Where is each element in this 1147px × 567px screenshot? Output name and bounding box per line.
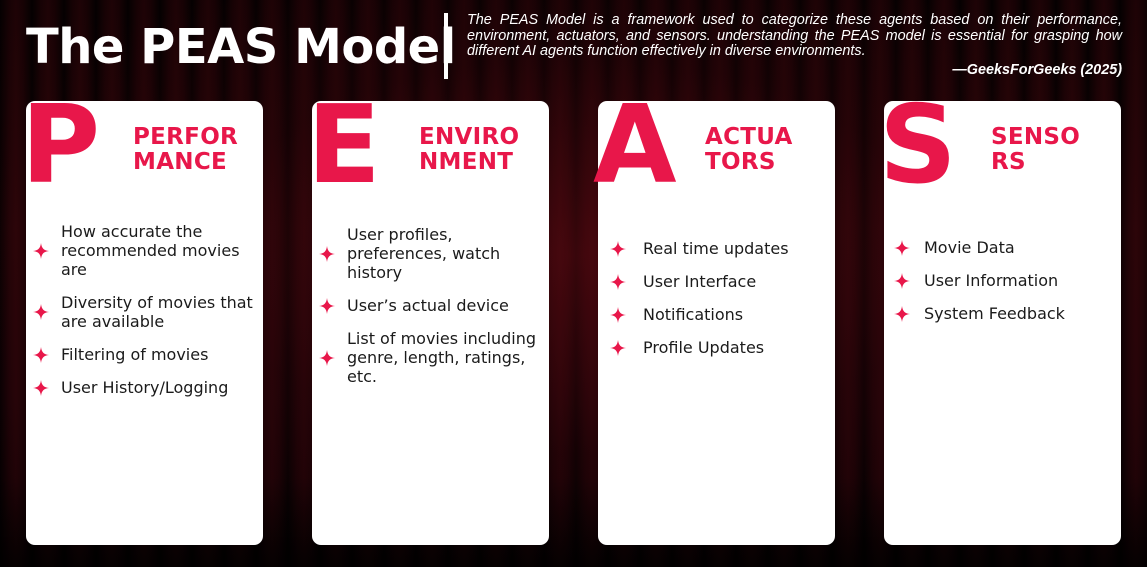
sparkle-star-icon: [894, 239, 910, 256]
card-heading: SENSO RS: [991, 125, 1111, 175]
card-item-list: Real time updates User Interface Notific…: [598, 239, 835, 371]
sparkle-star-icon: [33, 346, 49, 363]
card-item-list: How accurate the recommended movies are …: [26, 222, 263, 411]
list-item: User History/Logging: [26, 378, 263, 397]
item-text: Notifications: [643, 305, 744, 324]
card-heading: PERFOR MANCE: [133, 125, 253, 175]
card-item-list: Movie Data User Information System Feedb…: [884, 238, 1121, 337]
sparkle-star-icon: [610, 339, 626, 356]
item-text: List of movies including genre, length, …: [347, 329, 536, 386]
list-item: Diversity of movies that are available: [26, 293, 263, 331]
item-text: User’s actual device: [347, 296, 509, 315]
list-item: User Interface: [598, 272, 835, 291]
sparkle-star-icon: [33, 242, 49, 259]
card-performance: P PERFOR MANCE How accurate the recommen…: [21, 91, 263, 545]
item-text: Diversity of movies that are available: [61, 293, 253, 331]
card-heading-line: PERFOR: [133, 124, 239, 150]
card-letter: P: [21, 83, 100, 208]
sparkle-star-icon: [319, 245, 335, 262]
item-text: User Interface: [643, 272, 757, 291]
card-heading-line: TORS: [705, 149, 776, 175]
item-text: Filtering of movies: [61, 345, 209, 364]
card-letter: E: [307, 83, 381, 208]
list-item: How accurate the recommended movies are: [26, 222, 263, 279]
item-text: System Feedback: [924, 304, 1065, 323]
card-heading-line: MANCE: [133, 149, 228, 175]
intro-quote: The PEAS Model is a framework used to ca…: [467, 12, 1122, 59]
card-heading-line: NMENT: [419, 149, 514, 175]
item-text: User History/Logging: [61, 378, 229, 397]
list-item: Profile Updates: [598, 338, 835, 357]
card-environment: E ENVIRO NMENT User profiles, preference…: [307, 91, 549, 545]
list-item: Notifications: [598, 305, 835, 324]
sparkle-star-icon: [894, 272, 910, 289]
item-text: User profiles, preferences, watch histor…: [347, 225, 501, 282]
page-title: The PEAS Model: [26, 19, 456, 75]
sparkle-star-icon: [610, 306, 626, 323]
title-divider: [444, 13, 448, 79]
sparkle-star-icon: [33, 379, 49, 396]
item-text: User Information: [924, 271, 1059, 290]
list-item: Movie Data: [884, 238, 1121, 257]
list-item: User profiles, preferences, watch histor…: [312, 225, 549, 282]
list-item: User’s actual device: [312, 296, 549, 315]
card-item-list: User profiles, preferences, watch histor…: [312, 225, 549, 400]
card-sensors: S SENSO RS Movie Data User Information S…: [879, 91, 1121, 545]
card-heading-line: ENVIRO: [419, 124, 520, 150]
item-text: Profile Updates: [643, 338, 765, 357]
card-letter: S: [879, 83, 957, 208]
sparkle-star-icon: [319, 297, 335, 314]
card-heading: ACTUA TORS: [705, 125, 825, 175]
card-heading-line: SENSO: [991, 124, 1081, 150]
card-heading-line: ACTUA: [705, 124, 793, 150]
item-text: Movie Data: [924, 238, 1015, 257]
list-item: Real time updates: [598, 239, 835, 258]
sparkle-star-icon: [33, 304, 49, 320]
item-text: Real time updates: [643, 239, 789, 258]
list-item: List of movies including genre, length, …: [312, 329, 549, 386]
list-item: Filtering of movies: [26, 345, 263, 364]
item-text: How accurate the recommended movies are: [61, 222, 240, 279]
sparkle-star-icon: [319, 349, 335, 366]
sparkle-star-icon: [610, 273, 626, 290]
sparkle-star-icon: [894, 305, 910, 322]
list-item: System Feedback: [884, 304, 1121, 323]
sparkle-star-icon: [610, 240, 626, 257]
card-letter: A: [593, 83, 677, 208]
list-item: User Information: [884, 271, 1121, 290]
card-actuators: A ACTUA TORS Real time updates User Inte…: [593, 91, 835, 545]
card-heading: ENVIRO NMENT: [419, 125, 539, 175]
card-heading-line: RS: [991, 149, 1026, 175]
quote-source: —GeeksForGeeks (2025): [952, 62, 1122, 78]
